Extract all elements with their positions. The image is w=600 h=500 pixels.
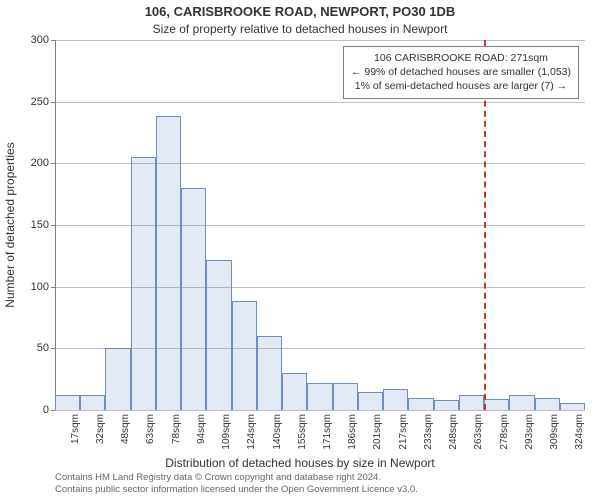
- y-axis-title: Number of detached properties: [3, 142, 17, 307]
- y-tick-mark: [51, 225, 55, 226]
- histogram-bar: [80, 395, 105, 410]
- histogram-bar: [307, 383, 332, 410]
- histogram-bar: [131, 157, 156, 410]
- y-tick-mark: [51, 40, 55, 41]
- y-tick-mark: [51, 102, 55, 103]
- grid-line: [55, 410, 585, 411]
- x-tick-label: 63sqm: [145, 414, 156, 444]
- footer-line-1: Contains HM Land Registry data © Crown c…: [55, 472, 418, 484]
- histogram-bar: [181, 188, 206, 410]
- chart-subtitle: Size of property relative to detached ho…: [0, 22, 600, 36]
- x-tick-label: 324sqm: [574, 414, 585, 450]
- histogram-bar: [383, 389, 408, 410]
- histogram-bar: [156, 116, 181, 410]
- histogram-bar: [282, 373, 307, 410]
- page-title: 106, CARISBROOKE ROAD, NEWPORT, PO30 1DB: [0, 4, 600, 19]
- grid-line: [55, 225, 585, 226]
- x-tick-label: 248sqm: [448, 414, 459, 450]
- histogram-bar: [535, 398, 560, 410]
- y-tick-label: 200: [31, 157, 49, 169]
- callout-line: 106 CARISBROOKE ROAD: 271sqm: [351, 51, 571, 65]
- chart-container: 106, CARISBROOKE ROAD, NEWPORT, PO30 1DB…: [0, 0, 600, 500]
- histogram-bar: [206, 260, 231, 410]
- y-tick-label: 150: [31, 219, 49, 231]
- histogram-bar: [560, 403, 585, 410]
- property-callout: 106 CARISBROOKE ROAD: 271sqm← 99% of det…: [343, 46, 579, 99]
- histogram-bar: [509, 395, 534, 410]
- histogram-bar: [484, 399, 509, 410]
- grid-line: [55, 287, 585, 288]
- histogram-bar: [333, 383, 358, 410]
- attribution-footer: Contains HM Land Registry data © Crown c…: [55, 472, 418, 496]
- callout-line: ← 99% of detached houses are smaller (1,…: [351, 65, 571, 79]
- x-tick-label: 140sqm: [272, 414, 283, 450]
- y-tick-mark: [51, 410, 55, 411]
- x-tick-label: 109sqm: [221, 414, 232, 450]
- x-tick-label: 186sqm: [347, 414, 358, 450]
- x-tick-label: 309sqm: [549, 414, 560, 450]
- x-tick-label: 201sqm: [372, 414, 383, 450]
- x-tick-label: 94sqm: [196, 414, 207, 444]
- histogram-bar: [459, 395, 484, 410]
- x-tick-label: 17sqm: [70, 414, 81, 444]
- x-tick-label: 217sqm: [398, 414, 409, 450]
- y-tick-label: 50: [37, 342, 49, 354]
- grid-line: [55, 40, 585, 41]
- x-tick-label: 78sqm: [171, 414, 182, 444]
- y-tick-mark: [51, 287, 55, 288]
- grid-line: [55, 163, 585, 164]
- y-tick-mark: [51, 163, 55, 164]
- callout-line: 1% of semi-detached houses are larger (7…: [351, 79, 571, 93]
- x-tick-label: 124sqm: [246, 414, 257, 450]
- x-tick-label: 263sqm: [473, 414, 484, 450]
- x-axis-title: Distribution of detached houses by size …: [0, 456, 600, 470]
- histogram-bar: [232, 301, 257, 410]
- y-tick-label: 0: [43, 404, 49, 416]
- y-tick-label: 100: [31, 281, 49, 293]
- x-tick-label: 171sqm: [322, 414, 333, 450]
- plot-area: 05010015020025030017sqm32sqm48sqm63sqm78…: [55, 40, 585, 410]
- grid-line: [55, 348, 585, 349]
- y-tick-label: 300: [31, 34, 49, 46]
- histogram-bar: [408, 398, 433, 410]
- histogram-bar: [55, 395, 80, 410]
- histogram-bar: [358, 392, 383, 411]
- x-tick-label: 293sqm: [524, 414, 535, 450]
- x-tick-label: 278sqm: [499, 414, 510, 450]
- x-tick-label: 155sqm: [297, 414, 308, 450]
- y-tick-label: 250: [31, 96, 49, 108]
- histogram-bar: [105, 348, 130, 410]
- histogram-bar: [434, 400, 459, 410]
- x-tick-label: 32sqm: [95, 414, 106, 444]
- grid-line: [55, 102, 585, 103]
- histogram-bar: [257, 336, 282, 410]
- y-tick-mark: [51, 348, 55, 349]
- x-tick-label: 233sqm: [423, 414, 434, 450]
- x-tick-label: 48sqm: [120, 414, 131, 444]
- footer-line-2: Contains public sector information licen…: [55, 484, 418, 496]
